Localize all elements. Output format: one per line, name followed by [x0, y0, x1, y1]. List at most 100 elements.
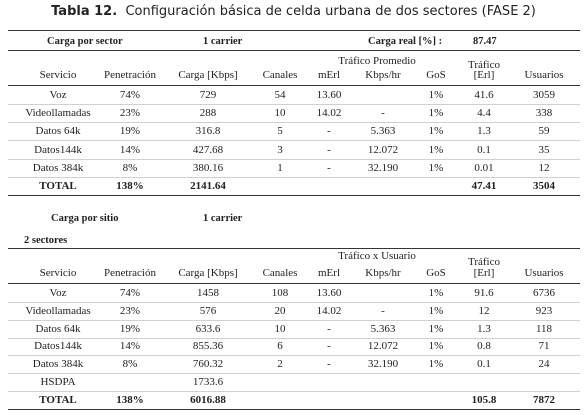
cell-usuarios: 24 [538, 358, 550, 371]
cell-usuarios: 7872 [533, 393, 555, 406]
cell-erl: 47.41 [471, 180, 497, 192]
traffic-header: Tráfico [468, 256, 500, 268]
bottom-rule [8, 408, 580, 410]
cell-usuarios: 6736 [533, 287, 555, 299]
header-erl: [Erl] [473, 267, 495, 279]
top-rule [8, 248, 580, 249]
header-carga: Carga [Kbps] [178, 69, 238, 81]
header-penetracion: Penetración [104, 69, 156, 81]
cell-carga: 1733.6 [192, 376, 224, 388]
cell-servicio: HSDPA [40, 376, 76, 388]
cell-canales: 20 [274, 304, 286, 317]
cell-servicio: Datos 384k [32, 161, 84, 174]
cell-canales: 1 [277, 161, 283, 174]
cell-servicio: Datos144k [34, 340, 82, 353]
cell-gos: 1% [428, 304, 444, 317]
cell-penetracion: 14% [119, 340, 141, 353]
cell-usuarios: 59 [538, 125, 550, 138]
cell-usuarios: 923 [535, 304, 553, 317]
cell-gos: 1% [428, 161, 444, 174]
meta-left-value: 1 carrier [203, 36, 243, 47]
cell-servicio: Datos 64k [35, 322, 81, 335]
cell-penetracion: 14% [119, 143, 141, 156]
header-kbps-hr: Kbps/hr [365, 69, 401, 81]
cell-canales: 2 [277, 358, 283, 371]
cell-merl: - [327, 125, 331, 138]
cell-canales: 6 [277, 340, 283, 353]
row-divider [8, 319, 580, 321]
cell-carga: 576 [199, 304, 217, 317]
cell-canales: 108 [271, 287, 289, 299]
caption-label: Tabla 12. [51, 4, 118, 19]
cell-kbps-hr: 32.190 [367, 358, 399, 371]
cell-carga: 1458 [197, 287, 219, 299]
cell-penetracion: 138% [116, 393, 144, 406]
header-merl: mErl [318, 69, 340, 81]
cell-penetracion: 23% [119, 107, 141, 120]
cell-gos: 1% [428, 287, 444, 299]
cell-gos: 1% [428, 358, 444, 371]
row-divider [8, 158, 580, 160]
cell-servicio: Voz [49, 89, 67, 101]
cell-penetracion: 19% [119, 322, 141, 335]
row-divider [8, 373, 580, 375]
cell-carga: 427.68 [192, 143, 224, 156]
header-servicio: Servicio [39, 69, 77, 81]
cell-erl: 105.8 [471, 393, 497, 406]
cell-canales: 3 [277, 143, 283, 156]
header-merl: mErl [318, 267, 340, 279]
cell-erl: 41.6 [474, 89, 494, 101]
meta-right-value: 87.47 [473, 36, 497, 47]
cell-merl: 14.02 [316, 107, 342, 120]
row-divider [8, 176, 580, 178]
meta-right-label: Carga real [%] : [368, 36, 443, 47]
meta-left-value: 1 carrier [203, 213, 243, 224]
cell-penetracion: 74% [119, 89, 141, 101]
cell-servicio: Videollamadas [25, 107, 91, 120]
cell-merl: 13.60 [316, 287, 342, 299]
cell-erl: 91.6 [474, 287, 494, 299]
group-header: Tráfico Promedio [338, 55, 416, 67]
row-divider [8, 104, 580, 105]
cell-canales: 54 [274, 89, 286, 101]
header-gos: GoS [426, 267, 446, 279]
cell-merl: 13.60 [316, 89, 342, 101]
cell-servicio: Voz [49, 287, 67, 299]
row-divider [8, 302, 580, 303]
cell-gos: 1% [428, 143, 444, 156]
header-penetracion: Penetración [104, 267, 156, 279]
cell-erl: 4.4 [477, 107, 491, 120]
cell-servicio: TOTAL [39, 393, 77, 406]
header-gos: GoS [426, 69, 446, 81]
cell-gos: 1% [428, 107, 444, 120]
header-rule [8, 85, 580, 86]
cell-carga: 316.8 [195, 125, 221, 138]
meta-rule [8, 50, 580, 51]
cell-penetracion: 74% [119, 287, 141, 299]
cell-carga: 855.36 [192, 340, 224, 353]
cell-gos: 1% [428, 340, 444, 353]
meta-left-label: Carga por sector [47, 36, 123, 47]
header-usuarios: Usuarios [524, 69, 564, 81]
bottom-rule [8, 195, 580, 196]
cell-carga: 729 [199, 89, 217, 101]
cell-usuarios: 3504 [533, 180, 555, 192]
cell-carga: 288 [199, 107, 217, 120]
cell-erl: 0.8 [477, 340, 491, 353]
cell-merl: - [327, 143, 331, 156]
cell-kbps-hr: 12.072 [367, 143, 399, 156]
header-erl: [Erl] [473, 69, 495, 81]
cell-penetracion: 138% [116, 180, 144, 192]
cell-servicio: TOTAL [39, 180, 77, 192]
cell-kbps-hr: 12.072 [367, 340, 399, 353]
cell-usuarios: 338 [535, 107, 553, 120]
row-divider [8, 122, 580, 124]
cell-usuarios: 118 [535, 322, 553, 335]
cell-canales: 5 [277, 125, 283, 138]
cell-usuarios: 71 [538, 340, 550, 353]
top-rule [8, 30, 580, 31]
header-carga: Carga [Kbps] [178, 267, 238, 279]
header-servicio: Servicio [39, 267, 77, 279]
header-canales: Canales [262, 267, 298, 279]
cell-kbps-hr: 5.363 [370, 322, 396, 335]
